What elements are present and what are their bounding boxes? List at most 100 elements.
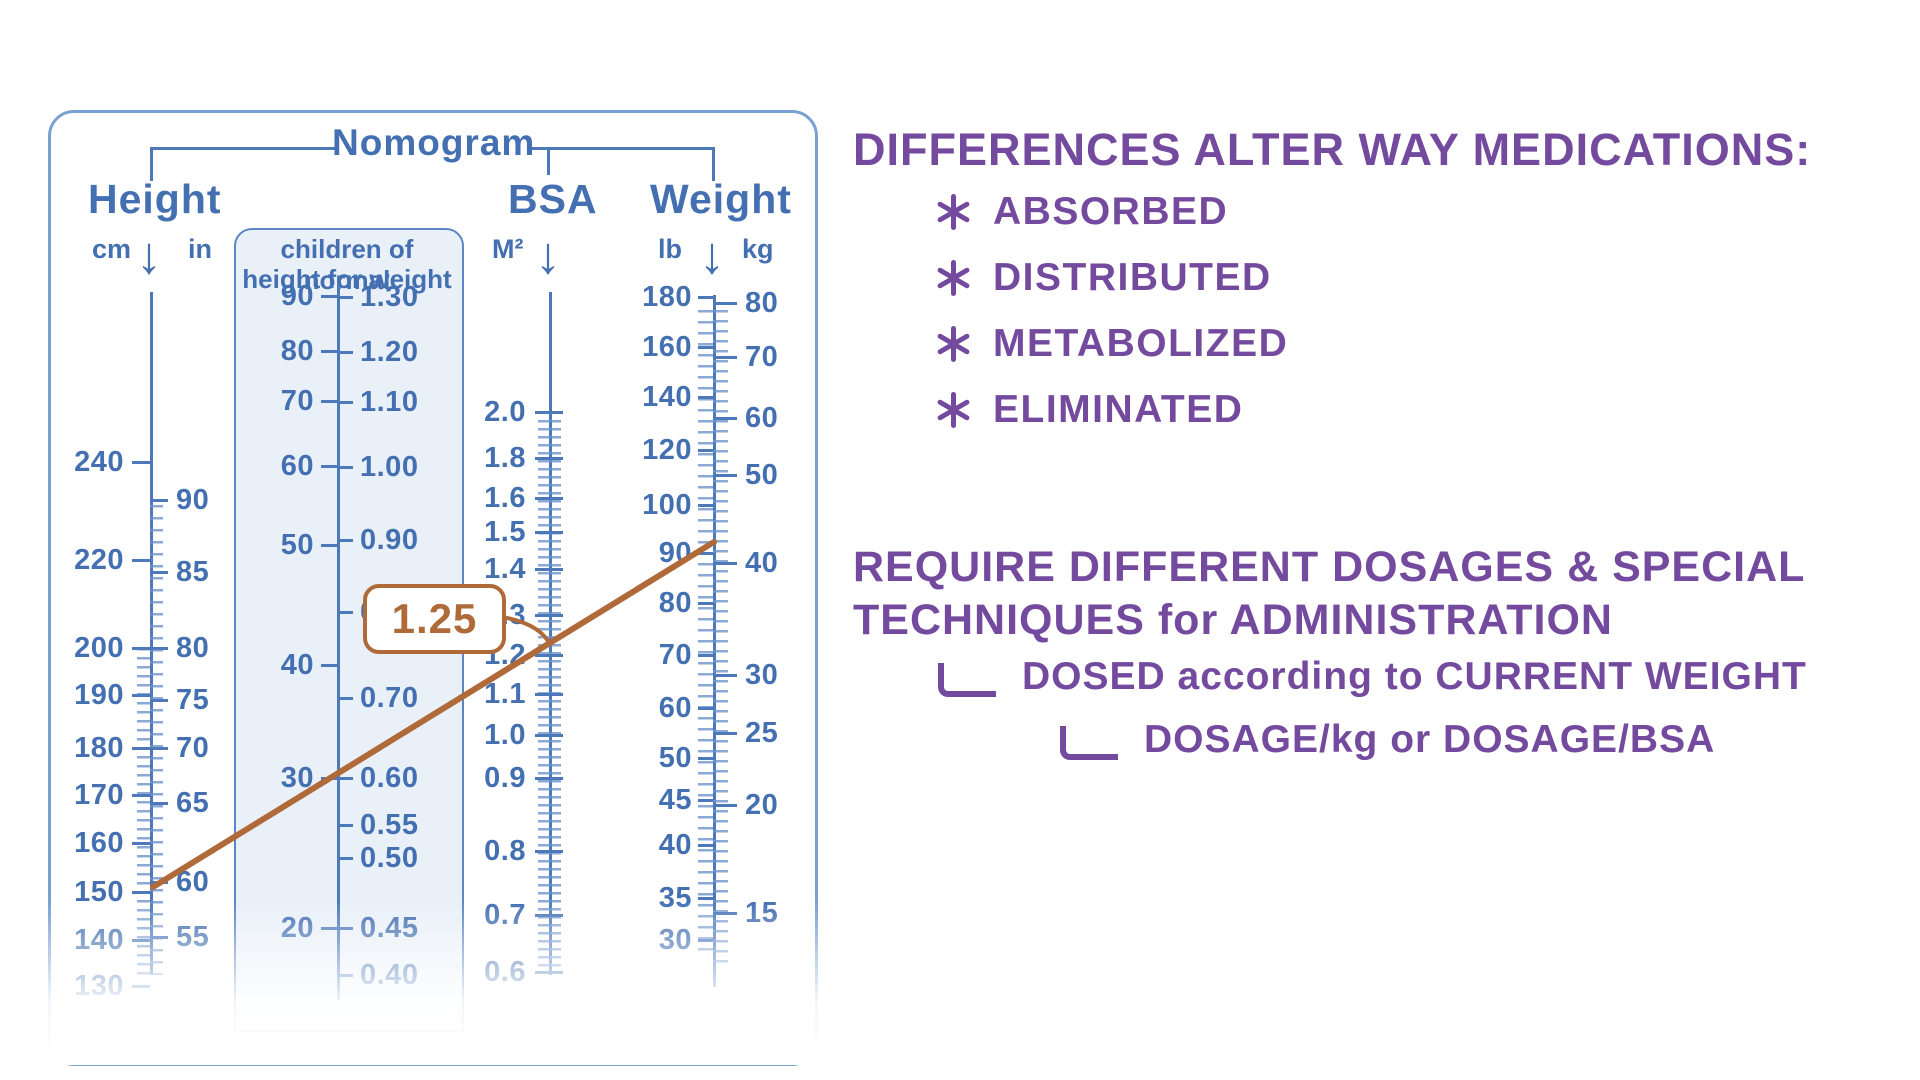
weight-lb-tick: [698, 756, 713, 760]
height-unit-cm: cm: [92, 234, 132, 264]
bsa-m2-tick: [535, 733, 563, 737]
children-lb-tick: [321, 543, 337, 547]
weight-lb-label: 40: [658, 829, 692, 861]
height-in-tick: [150, 570, 168, 574]
weight-minor-ticks: [698, 310, 713, 955]
bsa-unit-m2: M²: [492, 234, 524, 264]
weight-kg-tick: [713, 803, 737, 807]
asterisk-icon: [935, 391, 971, 429]
children-lb-label: 80: [280, 335, 314, 367]
weight-lb-label: 60: [658, 692, 692, 724]
height-in-label: 90: [176, 484, 210, 516]
weight-minor-ticks: [713, 310, 728, 970]
weight-lb-tick: [698, 345, 713, 349]
bsa-m2-label: 0.8: [484, 835, 526, 867]
height-cm-label: 200: [74, 632, 124, 664]
weight-kg-label: 40: [745, 547, 779, 579]
notes-heading-differences: DIFFERENCES ALTER WAY MEDICATIONS:: [853, 124, 1812, 175]
height-in-tick: [150, 498, 168, 502]
weight-kg-label: 60: [745, 402, 779, 434]
children-bsa-tick: [337, 696, 353, 700]
weight-kg-label: 30: [745, 659, 779, 691]
children-bsa-tick: [337, 400, 353, 404]
children-lb-label: 90: [280, 280, 314, 312]
height-cm-tick: [132, 746, 150, 750]
weight-down-arrow-icon: ↓: [699, 227, 725, 285]
children-bsa-tick: [337, 856, 353, 860]
asterisk-icon: [935, 325, 971, 363]
weight-kg-label: 25: [745, 717, 779, 749]
children-bsa-tick: [337, 610, 353, 614]
weight-lb-label: 100: [642, 489, 692, 521]
weight-kg-tick: [713, 301, 737, 305]
bsa-column-header: BSA: [508, 176, 598, 222]
bullet-label: DISTRIBUTED: [993, 256, 1272, 299]
height-cm-label: 220: [74, 544, 124, 576]
weight-kg-label: 70: [745, 341, 779, 373]
sub-bullet-dosed: DOSED according to CURRENT WEIGHT: [938, 655, 1807, 699]
bsa-m2-label: 1.0: [484, 719, 526, 751]
sub-bullet-label: DOSED according to CURRENT WEIGHT: [1022, 655, 1807, 698]
height-cm-label: 160: [74, 827, 124, 859]
height-cm-label: 170: [74, 779, 124, 811]
weight-kg-tick: [713, 416, 737, 420]
children-bsa-label: 1.10: [360, 386, 419, 418]
children-bsa-label: 0.55: [360, 809, 419, 841]
children-bsa-tick: [337, 776, 353, 780]
weight-column-header: Weight: [650, 176, 792, 222]
height-cm-tick: [132, 693, 150, 697]
children-note-line2: height for weight: [242, 264, 452, 294]
weight-kg-label: 50: [745, 459, 779, 491]
children-bsa-label: 0.50: [360, 842, 419, 874]
bsa-m2-label: 1.1: [484, 678, 526, 710]
bracket-line: [528, 147, 714, 150]
children-bsa-tick: [337, 295, 353, 299]
height-cm-tick: [132, 558, 150, 562]
bsa-down-arrow-icon: ↓: [535, 227, 561, 285]
height-cm-tick: [132, 841, 150, 845]
bullet-eliminated: ELIMINATED: [935, 388, 1243, 432]
children-lb-label: 60: [280, 450, 314, 482]
height-in-tick: [150, 698, 168, 702]
bsa-m2-tick: [535, 776, 563, 780]
bsa-minor-ticks: [538, 420, 561, 972]
height-cm-label: 240: [74, 446, 124, 478]
weight-lb-tick: [698, 843, 713, 847]
children-bsa-tick: [337, 465, 353, 469]
elbow-icon: [1060, 726, 1118, 760]
weight-lb-tick: [698, 653, 713, 657]
height-in-tick: [150, 746, 168, 750]
weight-lb-label: 50: [658, 742, 692, 774]
height-in-label: 60: [176, 866, 210, 898]
weight-lb-tick: [698, 503, 713, 507]
bsa-m2-tick: [535, 530, 563, 534]
weight-lb-label: 160: [642, 331, 692, 363]
height-in-tick: [150, 880, 168, 884]
weight-lb-label: 140: [642, 381, 692, 413]
notes-heading-require-line1: REQUIRE DIFFERENT DOSAGES & SPECIAL: [853, 543, 1806, 591]
children-note-line1: children of normal: [280, 234, 414, 295]
children-lb-tick: [321, 663, 337, 667]
children-bsa-tick: [337, 538, 353, 542]
weight-lb-label: 80: [658, 587, 692, 619]
sub-bullet-dosage: DOSAGE/kg or DOSAGE/BSA: [1060, 718, 1715, 762]
children-lb-tick: [321, 776, 337, 780]
children-bsa-label: 1.20: [360, 336, 419, 368]
weight-kg-tick: [713, 673, 737, 677]
children-lb-tick: [321, 399, 337, 403]
children-bsa-tick: [337, 823, 353, 827]
children-lb-label: 70: [280, 385, 314, 417]
weight-lb-label: 120: [642, 434, 692, 466]
bullet-metabolized: METABOLIZED: [935, 322, 1288, 366]
height-in-tick: [150, 646, 168, 650]
notes-heading-require-line2: TECHNIQUES for ADMINISTRATION: [853, 596, 1613, 644]
height-cm-tick: [132, 460, 150, 464]
height-cm-tick: [132, 646, 150, 650]
bracket-line: [712, 147, 715, 181]
weight-lb-tick: [698, 448, 713, 452]
bullet-distributed: DISTRIBUTED: [935, 256, 1272, 300]
bsa-m2-tick: [535, 849, 563, 853]
height-cm-label: 190: [74, 679, 124, 711]
weight-lb-tick: [698, 395, 713, 399]
weight-kg-tick: [713, 731, 737, 735]
